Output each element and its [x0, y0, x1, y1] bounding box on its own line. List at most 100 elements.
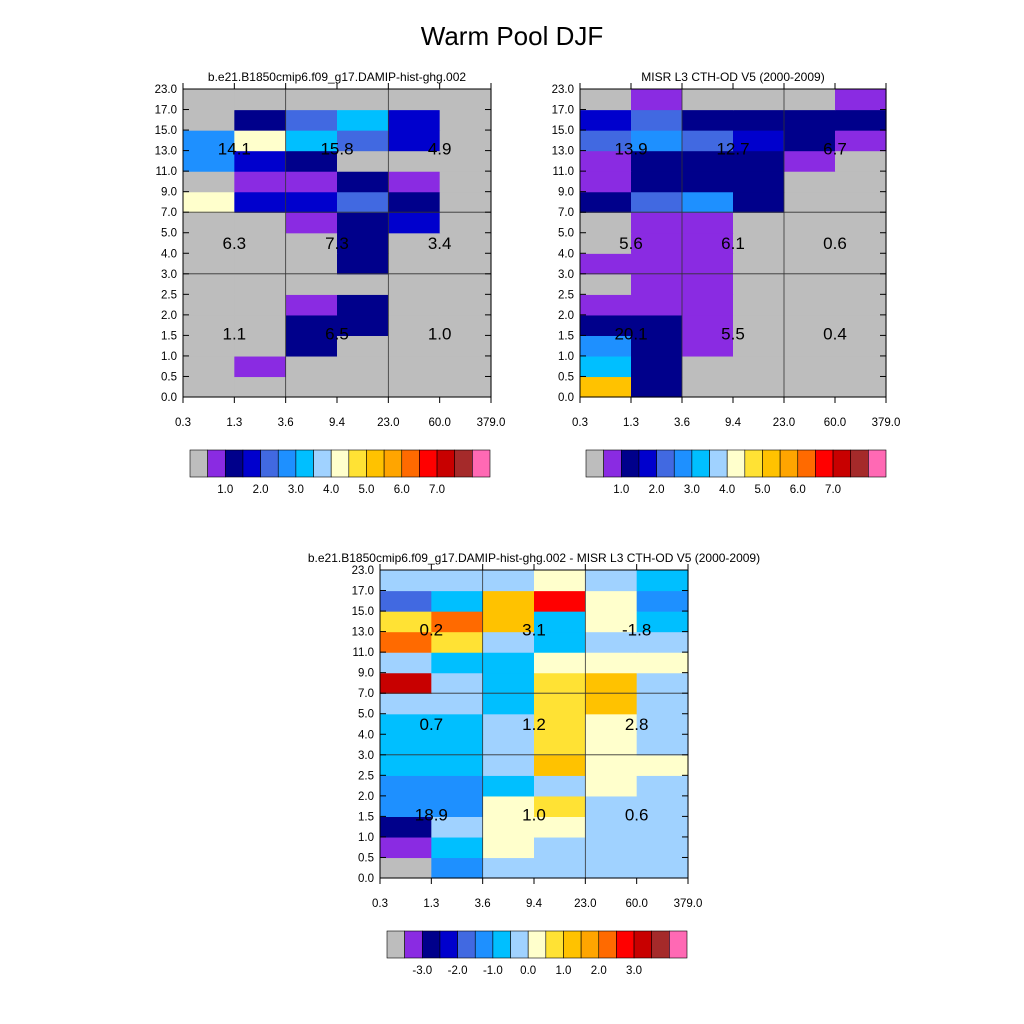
heatmap-cell [585, 795, 638, 817]
heatmap-cell [631, 253, 683, 275]
region-annotation: 6.3 [223, 234, 247, 253]
heatmap-cell [431, 652, 484, 674]
heatmap-cell [631, 171, 683, 193]
y-tick-label: 15.0 [155, 125, 177, 137]
heatmap-cell [784, 212, 836, 234]
heatmap-cell [482, 734, 535, 756]
heatmap-cell [580, 253, 632, 275]
heatmap-cell [835, 335, 887, 357]
region-annotation: 6.7 [823, 140, 847, 159]
heatmap-cell [482, 754, 535, 776]
region-annotation: 14.1 [218, 140, 251, 159]
heatmap-cell [337, 294, 389, 316]
colorbar-swatch [673, 449, 693, 478]
heatmap-cell [431, 590, 484, 612]
colorbar-swatch [330, 449, 350, 478]
heatmap-cell [380, 611, 432, 633]
y-tick-label: 0.0 [358, 873, 374, 885]
x-tick-label: 60.0 [824, 417, 846, 429]
heatmap-cell [534, 611, 586, 633]
panel-title: b.e21.B1850cmip6.f09_g17.DAMIP-hist-ghg.… [308, 551, 760, 565]
heatmap-cell [439, 191, 492, 213]
heatmap-cell [380, 857, 432, 879]
colorbar-swatch [242, 449, 261, 478]
x-tick-label: 9.4 [329, 417, 346, 429]
heatmap-cell [534, 775, 586, 797]
y-tick-label: 2.5 [558, 289, 574, 301]
region-annotation: 20.1 [614, 324, 647, 343]
colorbar-label: 3.0 [684, 484, 700, 496]
colorbar-swatch [348, 449, 367, 478]
heatmap-cell [585, 836, 638, 859]
x-tick-label: 23.0 [377, 417, 399, 429]
heatmap-cell [534, 672, 586, 694]
heatmap-cell [388, 150, 441, 172]
region-annotation: 7.3 [325, 234, 349, 253]
heatmap-cell [733, 294, 785, 316]
heatmap-cell [285, 294, 338, 316]
heatmap-cell [682, 89, 734, 111]
colorbar-label: 0.0 [520, 965, 536, 977]
heatmap-cell [636, 672, 689, 694]
y-tick-label: 23.0 [352, 565, 374, 577]
heatmap-cell [784, 355, 836, 378]
heatmap-cell [183, 273, 235, 295]
x-tick-label: 3.6 [674, 417, 690, 429]
colorbar-swatch [669, 930, 688, 959]
colorbar-swatch [691, 449, 710, 478]
heatmap-cell [388, 335, 441, 357]
colorbar-swatch [510, 930, 529, 959]
heatmap-cell [183, 109, 235, 131]
y-tick-label: 11.0 [352, 647, 374, 659]
y-tick-label: 23.0 [155, 84, 177, 96]
x-tick-label: 1.3 [226, 417, 242, 429]
heatmap-cell [439, 253, 492, 275]
heatmap-cell [733, 273, 785, 295]
heatmap-cell [439, 294, 492, 316]
heatmap-cell [631, 314, 683, 336]
heatmap-cell [631, 376, 683, 398]
heatmap-cell [388, 109, 441, 131]
heatmap-cell [285, 150, 338, 172]
heatmap-cell [631, 273, 683, 295]
heatmap-cell [380, 713, 432, 735]
heatmap-cell [234, 191, 287, 213]
region-annotation: 12.7 [716, 140, 749, 159]
x-tick-label: 9.4 [725, 417, 742, 429]
heatmap-cell [636, 590, 689, 612]
heatmap-cell [784, 130, 836, 152]
heatmap-cell [631, 130, 683, 152]
heatmap-cell [580, 171, 632, 193]
x-tick-label: 60.0 [428, 417, 450, 429]
heatmap-cell [337, 273, 389, 295]
heatmap-cell [585, 734, 638, 756]
region-annotation: 1.1 [223, 324, 247, 343]
heatmap-cell [733, 89, 785, 111]
heatmap-cell [534, 816, 586, 838]
colorbar-label: 7.0 [429, 484, 445, 496]
heatmap-cell [784, 335, 836, 357]
heatmap-cell [534, 631, 586, 653]
heatmap-cell [234, 171, 287, 193]
colorbar-swatch [638, 449, 657, 478]
heatmap-cell [682, 253, 734, 275]
y-tick-label: 0.5 [358, 852, 374, 864]
y-tick-label: 5.0 [161, 228, 177, 240]
heatmap-cell [183, 191, 235, 213]
colorbar-swatch [656, 449, 675, 478]
heatmap-cell [234, 376, 287, 398]
heatmap-cell [439, 335, 492, 357]
heatmap-cell [636, 713, 689, 735]
heatmap-cell [337, 212, 389, 234]
heatmap-cell [682, 294, 734, 316]
heatmap-cell [380, 693, 432, 715]
heatmap-cell [733, 130, 785, 152]
heatmap-cell [380, 672, 432, 694]
x-tick-label: 23.0 [574, 898, 596, 910]
heatmap-cell [636, 693, 689, 715]
heatmap-cell [636, 631, 689, 653]
heatmap-cell [285, 232, 338, 254]
region-annotation: 0.7 [420, 715, 444, 734]
colorbar-label: 2.0 [591, 965, 607, 977]
heatmap-cell [682, 171, 734, 193]
